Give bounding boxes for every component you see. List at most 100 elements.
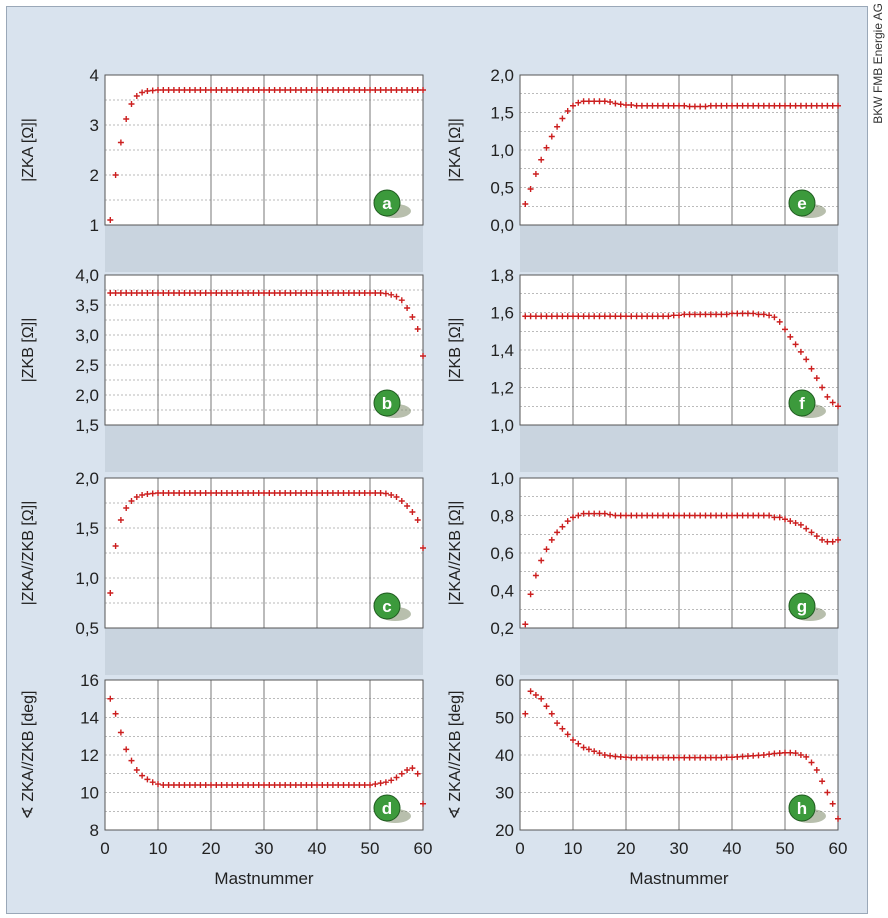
y-tick-label: 2,0 bbox=[490, 66, 514, 85]
data-point bbox=[107, 590, 114, 596]
data-point bbox=[404, 305, 411, 311]
data-point bbox=[377, 780, 384, 787]
data-point bbox=[192, 290, 199, 296]
data-point bbox=[585, 98, 592, 105]
data-point bbox=[633, 313, 640, 320]
y-tick-label: 8 bbox=[90, 821, 99, 840]
data-point bbox=[149, 87, 156, 94]
data-point bbox=[155, 781, 161, 788]
data-point bbox=[266, 87, 273, 93]
data-point bbox=[414, 326, 421, 332]
data-point bbox=[112, 172, 119, 178]
data-point bbox=[155, 87, 161, 93]
data-point bbox=[250, 782, 257, 788]
data-point bbox=[186, 490, 193, 496]
data-point bbox=[665, 754, 672, 761]
y-tick-label: 12 bbox=[80, 746, 99, 765]
data-point bbox=[638, 754, 645, 761]
data-point bbox=[361, 290, 368, 296]
series-markers bbox=[107, 490, 426, 596]
data-point bbox=[255, 782, 262, 788]
data-point bbox=[165, 87, 172, 93]
data-point bbox=[186, 87, 193, 93]
data-point bbox=[665, 102, 672, 109]
data-point bbox=[522, 621, 529, 628]
data-point bbox=[660, 512, 667, 519]
data-point bbox=[654, 512, 661, 519]
y-tick-label: 1,5 bbox=[75, 519, 99, 538]
data-point bbox=[261, 490, 267, 496]
data-point bbox=[596, 313, 603, 320]
data-point bbox=[617, 313, 624, 320]
data-point bbox=[617, 101, 624, 108]
data-point bbox=[112, 710, 119, 717]
data-point bbox=[564, 108, 571, 114]
data-point bbox=[218, 290, 225, 296]
data-point bbox=[165, 290, 172, 296]
data-point bbox=[580, 98, 587, 105]
data-point bbox=[739, 102, 746, 109]
data-point bbox=[797, 752, 804, 758]
data-point bbox=[128, 290, 135, 296]
data-point bbox=[543, 546, 550, 553]
data-point bbox=[532, 171, 539, 177]
data-point bbox=[361, 782, 368, 788]
series-markers bbox=[522, 310, 841, 410]
data-point bbox=[760, 752, 767, 758]
data-point bbox=[271, 490, 278, 496]
data-point bbox=[522, 710, 529, 717]
data-point bbox=[681, 311, 688, 318]
data-point bbox=[255, 290, 262, 296]
data-point bbox=[723, 311, 730, 318]
data-point bbox=[351, 782, 358, 788]
data-point bbox=[527, 313, 534, 320]
data-point bbox=[654, 313, 661, 320]
x-tick-label: 0 bbox=[100, 839, 109, 858]
panel-band bbox=[105, 628, 423, 675]
panel-band bbox=[520, 628, 838, 675]
data-point bbox=[197, 490, 204, 496]
data-point bbox=[245, 290, 252, 296]
data-point bbox=[766, 751, 773, 758]
data-point bbox=[404, 503, 411, 509]
data-point bbox=[292, 290, 299, 296]
data-point bbox=[356, 290, 363, 296]
data-point bbox=[107, 217, 114, 223]
data-point bbox=[744, 102, 751, 109]
data-point bbox=[522, 313, 529, 320]
data-point bbox=[345, 290, 352, 296]
y-tick-label: 1,6 bbox=[490, 304, 514, 323]
data-point bbox=[819, 102, 826, 109]
data-point bbox=[133, 767, 140, 773]
data-point bbox=[628, 754, 635, 761]
y-tick-label: 1,2 bbox=[490, 379, 514, 398]
data-point bbox=[723, 754, 730, 761]
data-point bbox=[160, 782, 167, 788]
data-point bbox=[601, 752, 608, 758]
data-point bbox=[744, 753, 751, 760]
data-point bbox=[324, 87, 331, 93]
series-markers bbox=[107, 290, 426, 359]
data-point bbox=[697, 103, 704, 110]
data-point bbox=[335, 87, 342, 93]
x-tick-label: 30 bbox=[670, 839, 689, 858]
badge-label: c bbox=[382, 597, 391, 616]
data-point bbox=[314, 490, 320, 496]
y-tick-label: 1,8 bbox=[490, 266, 514, 285]
data-point bbox=[527, 688, 534, 695]
data-point bbox=[538, 313, 545, 320]
data-point bbox=[144, 290, 151, 296]
data-point bbox=[686, 311, 693, 318]
chart-panel-d: 8 10 12 14 16 ∢ ZKA//ZKB [deg] d 0 10 20 30 40 50 60 M… bbox=[20, 671, 432, 888]
data-point bbox=[176, 290, 183, 296]
data-point bbox=[548, 710, 555, 717]
data-point bbox=[218, 490, 225, 496]
data-point bbox=[538, 156, 545, 163]
data-point bbox=[580, 510, 587, 517]
data-point bbox=[819, 384, 826, 391]
data-point bbox=[617, 753, 624, 760]
data-point bbox=[223, 782, 230, 788]
data-point bbox=[734, 310, 741, 317]
data-point bbox=[372, 781, 379, 788]
data-point bbox=[139, 492, 146, 498]
